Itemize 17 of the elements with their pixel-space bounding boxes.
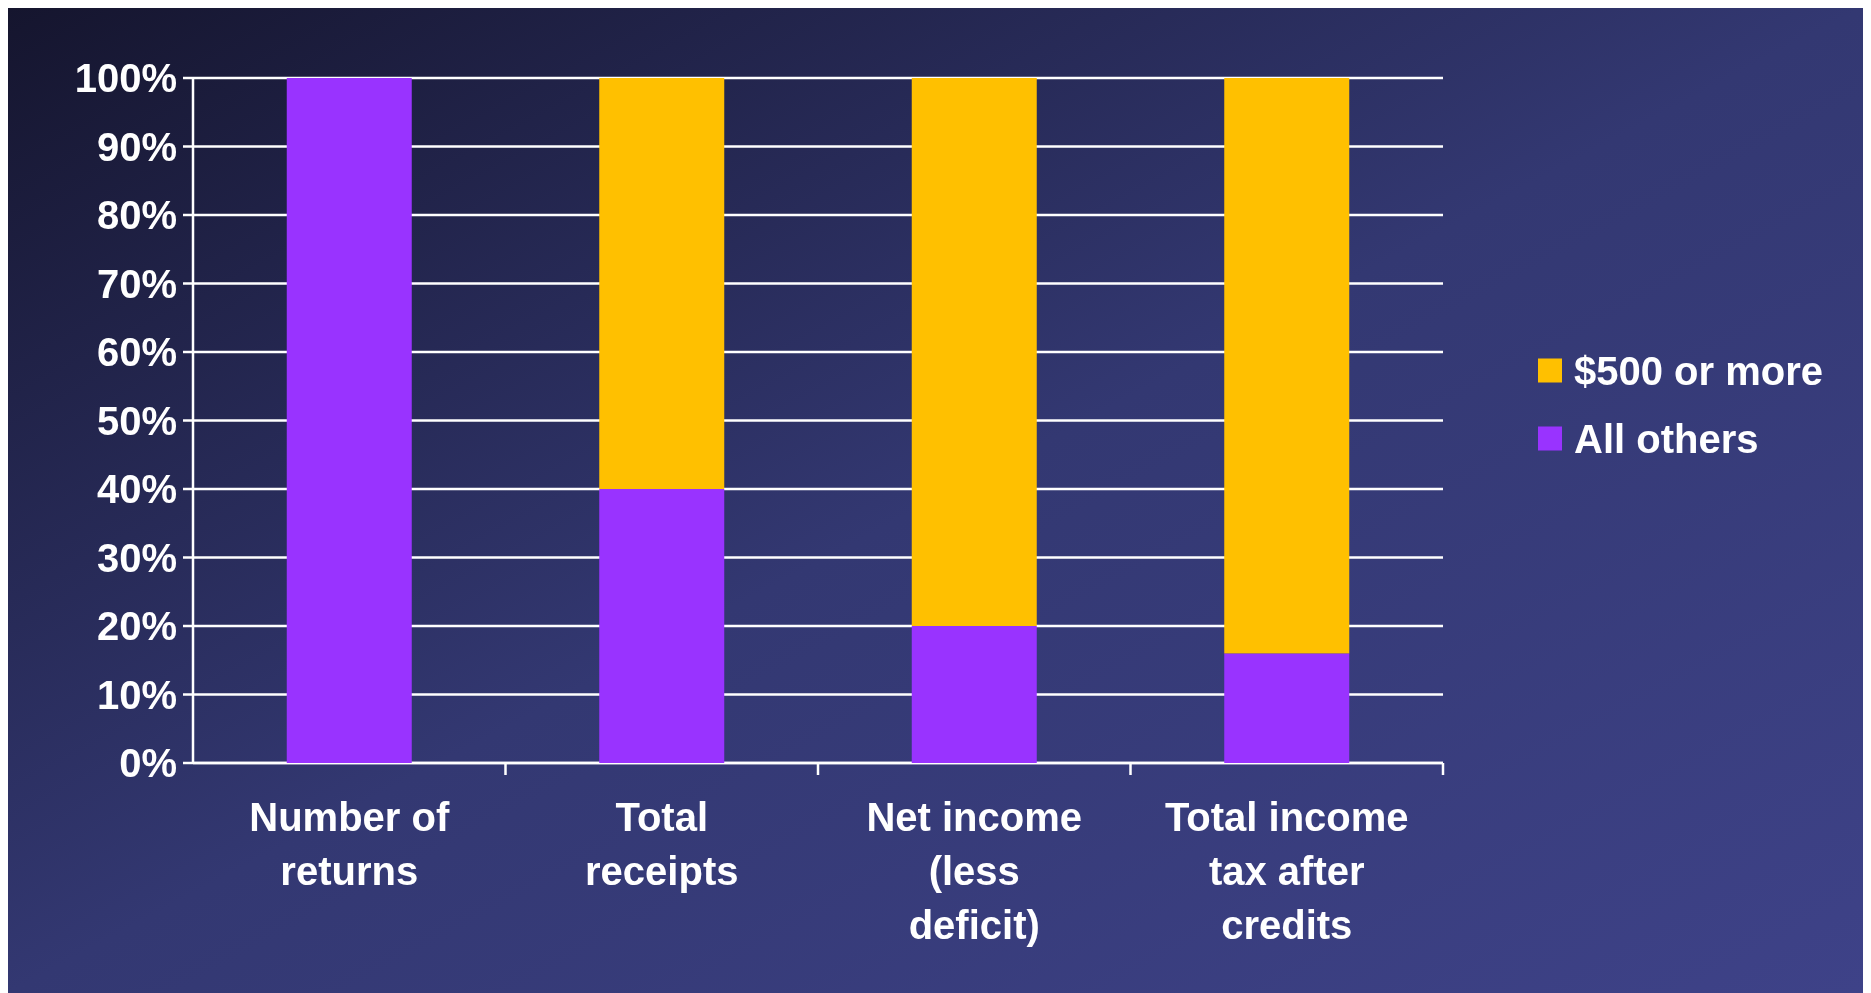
legend-label: All others [1574, 416, 1759, 461]
y-tick-label: 70% [96, 261, 177, 306]
y-tick-label: 40% [96, 467, 177, 511]
x-tick-label: Total receipts [585, 795, 739, 893]
y-tick-label: 30% [96, 535, 177, 580]
x-tick-label: Net income (less deficit) [866, 795, 1083, 947]
y-tick-label: 10% [96, 672, 177, 717]
y-tick-label: 60% [96, 330, 177, 374]
y-tick-label: 0% [119, 741, 177, 785]
y-tick-label: 80% [96, 193, 177, 237]
y-tick-label: 100% [74, 56, 177, 100]
x-tick-label: Total income tax after credits [1164, 795, 1409, 947]
y-tick-label: 50% [96, 398, 177, 443]
x-tick-label: Number of returns [249, 795, 450, 893]
y-tick-label: 20% [96, 604, 177, 648]
y-tick-label: 90% [96, 124, 177, 169]
legend-label: $500 or more [1574, 348, 1824, 393]
